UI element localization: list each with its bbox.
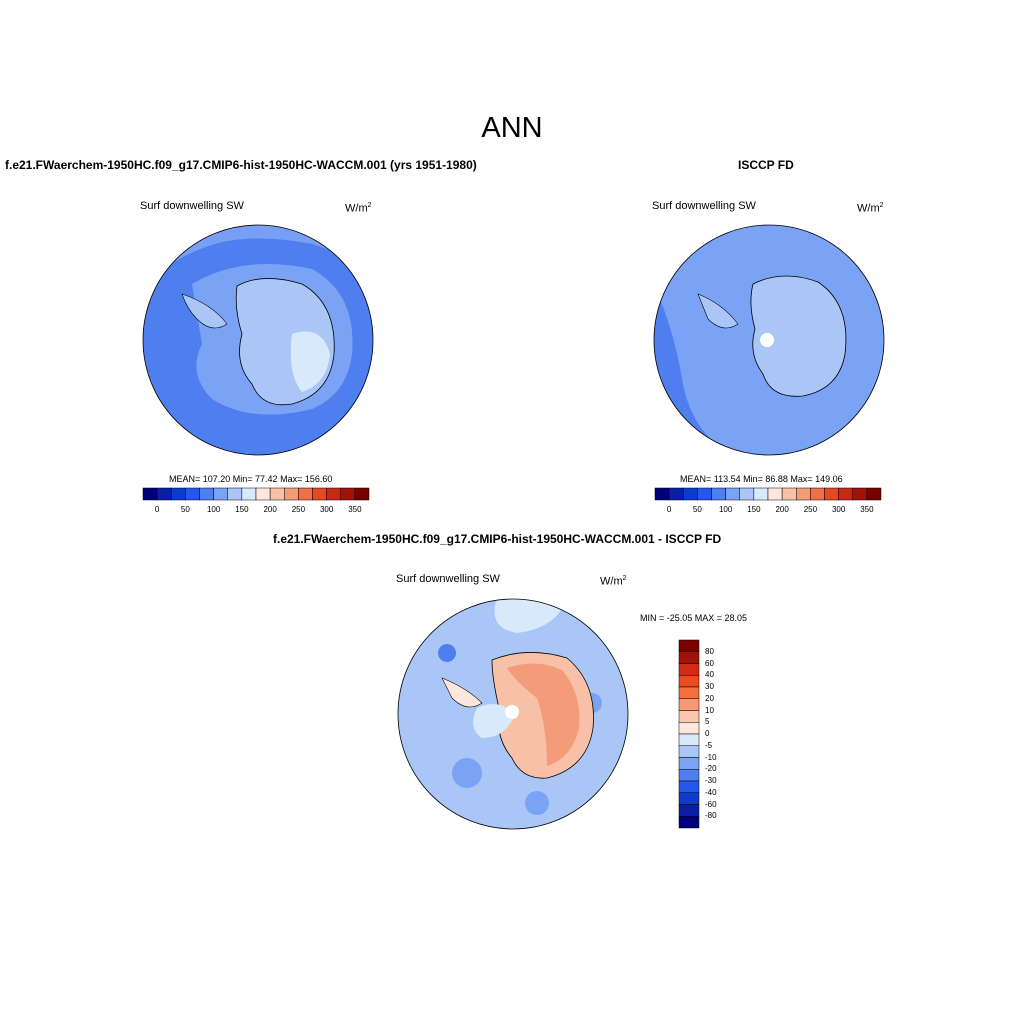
colorbar-tick-label: 50 (692, 505, 702, 514)
colorbar-swatch (678, 710, 700, 723)
panel3-variable: Surf downwelling SW (396, 573, 500, 585)
panel1-title: f.e21.FWaerchem-1950HC.f09_g17.CMIP6-his… (5, 158, 477, 172)
colorbar-tick-label: 300 (319, 505, 334, 514)
panel2-variable: Surf downwelling SW (652, 200, 756, 212)
colorbar-swatch (711, 487, 726, 501)
colorbar-swatch (340, 487, 356, 501)
colorbar-tick-label: -10 (705, 752, 717, 762)
panel3-map (397, 598, 629, 830)
colorbar-swatch (678, 639, 700, 652)
colorbar-tick-label: 80 (705, 646, 714, 656)
colorbar-swatch (678, 757, 700, 770)
colorbar-tick-label: 100 (206, 505, 221, 514)
panel1-units: W/m2 (345, 202, 372, 215)
colorbar-tick-label: 0 (154, 505, 160, 514)
colorbar-swatch (866, 487, 882, 501)
colorbar-swatch (781, 487, 797, 501)
colorbar-swatch (156, 487, 172, 501)
colorbar-swatch (199, 487, 214, 501)
colorbar-tick-label: -30 (705, 776, 717, 785)
colorbar-swatch (312, 487, 327, 501)
colorbar-swatch (654, 487, 670, 501)
panel1-map (142, 224, 374, 456)
colorbar-swatch (796, 487, 811, 501)
colorbar-tick-label: 5 (705, 717, 710, 727)
colorbar-tick-label: -20 (705, 764, 717, 774)
colorbar-tick-label: 40 (705, 670, 714, 680)
panel3-stats: MIN = -25.05 MAX = 28.05 (640, 613, 748, 623)
colorbar-tick-label: -60 (705, 799, 717, 809)
panel1-stats: MEAN= 107.20 Min= 77.42 Max= 156.60 (169, 474, 333, 484)
panel2-title: ISCCP FD (738, 158, 794, 172)
colorbar-swatch (852, 487, 868, 501)
colorbar-swatch (142, 487, 158, 501)
colorbar-swatch (678, 804, 700, 817)
colorbar-swatch (739, 487, 755, 501)
colorbar-swatch (678, 686, 700, 699)
colorbar-swatch (678, 698, 700, 711)
colorbar-swatch (697, 487, 712, 501)
colorbar-swatch (227, 487, 243, 501)
colorbar-swatch (725, 487, 740, 501)
colorbar-tick-label: 100 (718, 505, 733, 514)
panel2-map (653, 224, 885, 456)
panel3-colorbar (678, 639, 700, 829)
colorbar-swatch (683, 487, 698, 501)
colorbar-tick-label: 350 (860, 505, 874, 514)
colorbar-swatch (298, 487, 313, 501)
colorbar-tick-label: 250 (291, 505, 306, 514)
colorbar-tick-label: 50 (180, 505, 190, 514)
colorbar-swatch (678, 769, 700, 782)
colorbar-swatch (767, 487, 783, 501)
panel1-colorbar (142, 487, 370, 501)
colorbar-swatch (678, 651, 700, 664)
colorbar-swatch (185, 487, 200, 501)
colorbar-swatch (255, 487, 271, 501)
panel2-colorbar (654, 487, 882, 501)
colorbar-swatch (171, 487, 186, 501)
colorbar-swatch (678, 675, 700, 688)
colorbar-tick-label: 60 (705, 658, 714, 668)
colorbar-swatch (838, 487, 853, 501)
panel1-variable: Surf downwelling SW (140, 200, 244, 212)
colorbar-swatch (678, 780, 700, 793)
colorbar-tick-label: 250 (803, 505, 818, 514)
colorbar-tick-label: -80 (705, 811, 717, 821)
colorbar-swatch (668, 487, 684, 501)
colorbar-swatch (824, 487, 839, 501)
colorbar-swatch (326, 487, 341, 501)
colorbar-tick-label: 200 (263, 505, 277, 514)
colorbar-tick-label: 150 (235, 505, 249, 514)
colorbar-tick-label: 200 (775, 505, 789, 514)
colorbar-swatch (354, 487, 370, 501)
colorbar-swatch (810, 487, 825, 501)
colorbar-swatch (678, 792, 700, 805)
panel2-stats: MEAN= 113.54 Min= 86.88 Max= 149.06 (680, 474, 843, 484)
colorbar-swatch (678, 722, 700, 735)
panel3-units: W/m2 (600, 575, 627, 588)
colorbar-tick-label: 0 (705, 729, 710, 738)
colorbar-swatch (269, 487, 285, 501)
colorbar-tick-label: 350 (348, 505, 362, 514)
colorbar-tick-label: 30 (705, 682, 714, 691)
colorbar-swatch (678, 733, 700, 746)
panel3-title: f.e21.FWaerchem-1950HC.f09_g17.CMIP6-his… (273, 532, 722, 546)
colorbar-tick-label: 20 (705, 693, 714, 703)
colorbar-swatch (284, 487, 299, 501)
colorbar-swatch (753, 487, 769, 501)
colorbar-tick-label: -40 (705, 787, 717, 797)
colorbar-swatch (213, 487, 228, 501)
colorbar-tick-label: 10 (705, 705, 714, 715)
colorbar-swatch (678, 745, 700, 758)
figure-title: ANN (481, 112, 543, 144)
colorbar-tick-label: -5 (705, 740, 713, 750)
colorbar-tick-label: 0 (666, 505, 672, 514)
colorbar-swatch (241, 487, 257, 501)
colorbar-tick-label: 150 (747, 505, 761, 514)
panel2-units: W/m2 (857, 202, 884, 215)
colorbar-swatch (678, 663, 700, 676)
colorbar-swatch (678, 816, 700, 829)
colorbar-tick-label: 300 (831, 505, 846, 514)
